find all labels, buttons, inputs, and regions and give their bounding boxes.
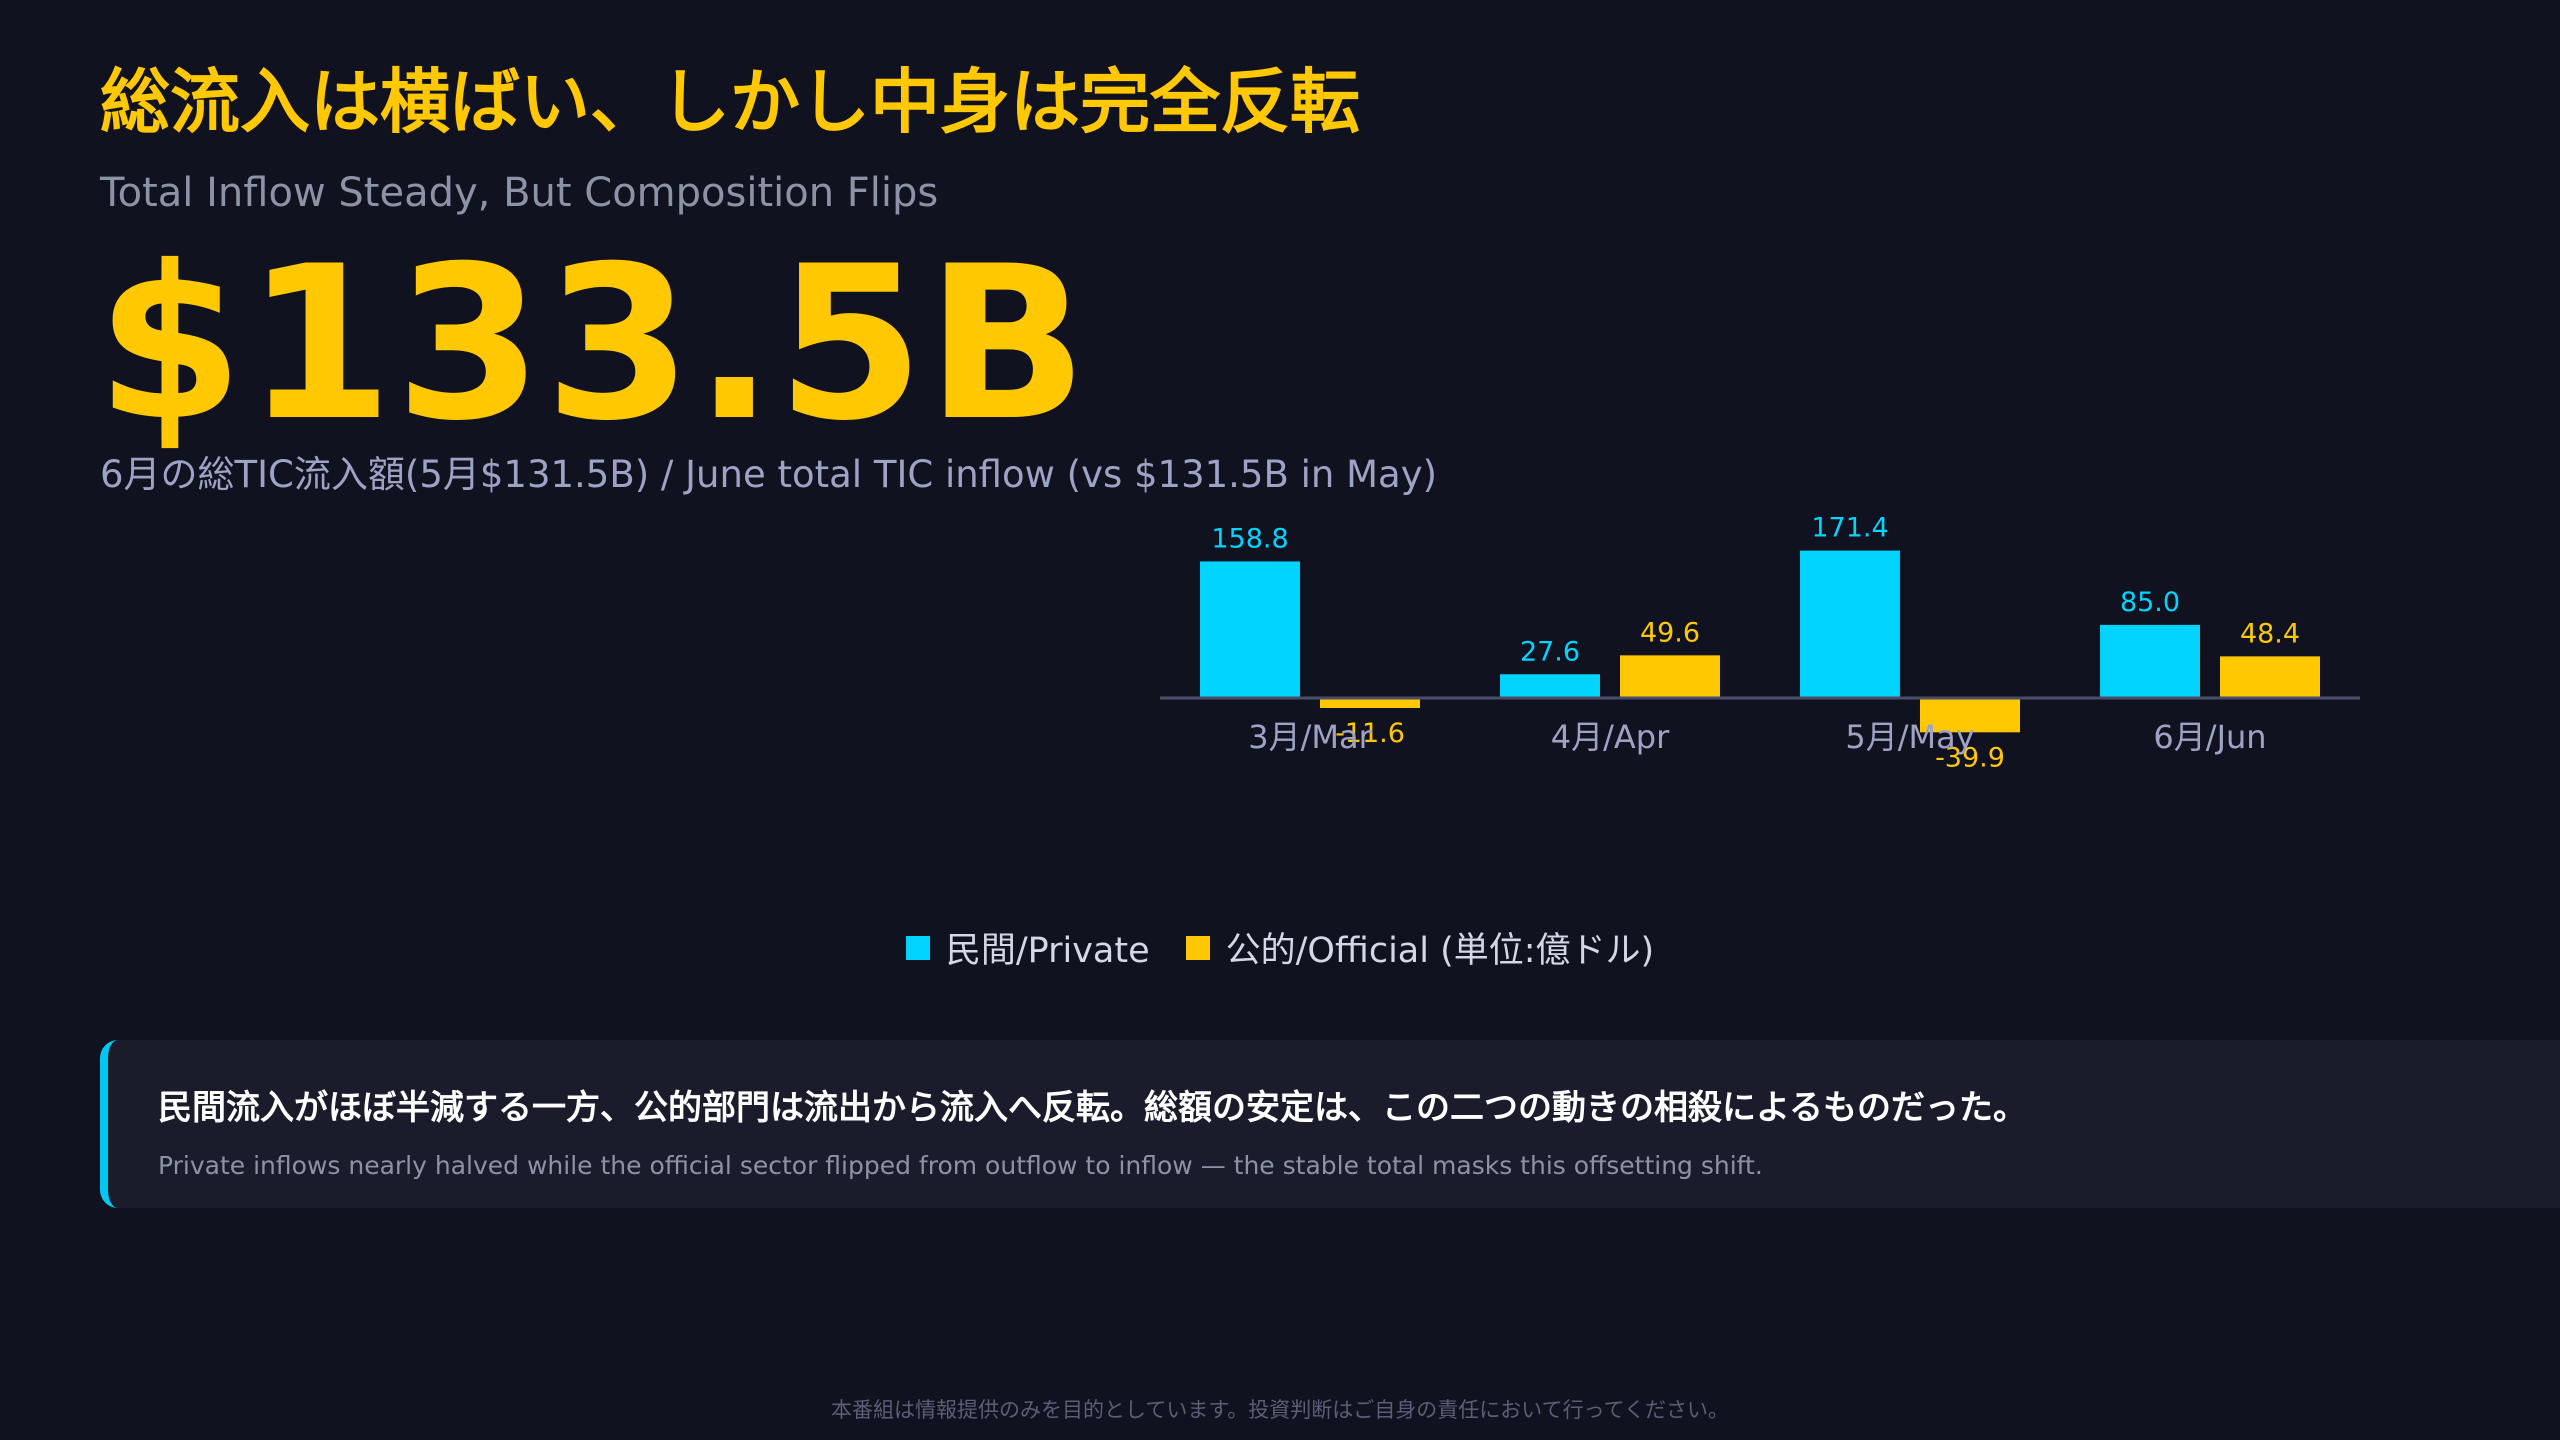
private-value-label-1: 27.6 — [1520, 636, 1580, 667]
callout-text-jp: 民間流入がほぼ半減する一方、公的部門は流出から流入へ反転。総額の安定は、この二つ… — [158, 1088, 2027, 1128]
x-tick-label-2: 5月/May — [1845, 718, 1974, 756]
kpi-value: $133.5B — [96, 220, 1090, 467]
official-bar-1 — [1620, 655, 1720, 698]
official-bar-0 — [1320, 698, 1420, 708]
x-tick-label-0: 3月/Mar — [1248, 718, 1372, 756]
x-tick-label-3: 6月/Jun — [2153, 718, 2266, 756]
page-subtitle: Total Inflow Steady, But Composition Fli… — [100, 170, 939, 216]
private-value-label-3: 85.0 — [2120, 587, 2180, 618]
official-value-label-2: -39.9 — [1935, 742, 2005, 773]
official-bar-2 — [1920, 698, 2020, 733]
legend-item-private: 民間/Private — [905, 922, 1150, 973]
official-bar-3 — [2220, 656, 2320, 698]
kpi-caption: 6月の総TIC流入額(5月$131.5B) / June total TIC i… — [100, 453, 1438, 496]
x-tick-label-1: 4月/Apr — [1551, 718, 1670, 756]
chart-legend: 民間/Private 公的/Official (単位:億ドル) — [0, 922, 2560, 973]
legend-label-official: 公的/Official (単位:億ドル) — [1225, 931, 1655, 971]
insight-callout: 民間流入がほぼ半減する一方、公的部門は流出から流入へ反転。総額の安定は、この二つ… — [100, 1040, 2560, 1208]
official-value-label-1: 49.6 — [1640, 617, 1700, 648]
private-bar-2 — [1800, 550, 1900, 698]
legend-label-private: 民間/Private — [945, 931, 1150, 971]
footer-disclaimer: 本番組は情報提供のみを目的としています。投資判断はご自身の責任において行ってくだ… — [831, 1398, 1729, 1422]
legend-item-official: 公的/Official (単位:億ドル) — [1185, 922, 1655, 973]
private-bar-0 — [1200, 561, 1300, 698]
callout-text-en: Private inflows nearly halved while the … — [158, 1151, 1763, 1180]
page-title: 総流入は横ばい、しかし中身は完全反転 — [100, 61, 1360, 143]
private-value-label-0: 158.8 — [1211, 523, 1288, 554]
private-bar-3 — [2100, 624, 2200, 698]
official-value-label-0: -11.6 — [1335, 718, 1405, 749]
private-value-label-2: 171.4 — [1811, 513, 1888, 544]
legend-swatch-private — [905, 935, 930, 960]
official-value-label-3: 48.4 — [2240, 618, 2300, 649]
private-bar-1 — [1500, 674, 1600, 698]
legend-swatch-official — [1185, 935, 1210, 960]
